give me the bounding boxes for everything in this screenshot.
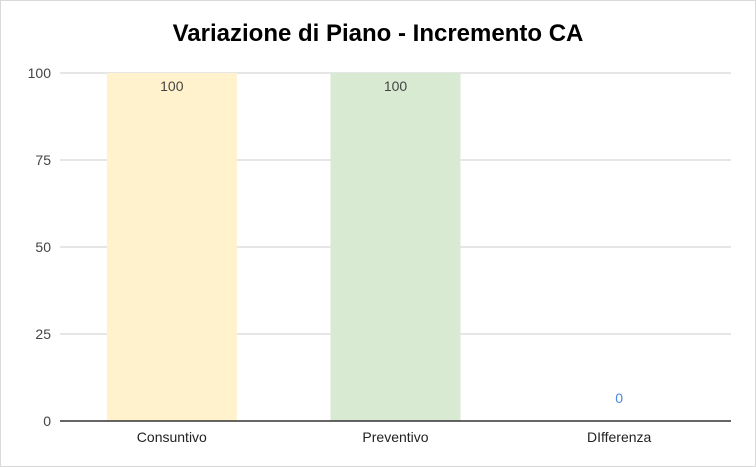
data-label: 0 (615, 390, 623, 406)
y-tick-label: 50 (35, 239, 51, 255)
chart-title: Variazione di Piano - Incremento CA (172, 20, 584, 47)
x-tick-label: Preventivo (362, 429, 428, 445)
y-axis-ticks: 0 25 50 75 100 (28, 65, 52, 429)
x-tick-label: DIfferenza (587, 429, 652, 445)
data-labels: 100 100 0 (160, 78, 623, 406)
data-label: 100 (160, 78, 184, 94)
data-label: 100 (384, 78, 408, 94)
bar (106, 73, 237, 421)
y-tick-label: 75 (35, 152, 51, 168)
y-tick-label: 25 (35, 326, 51, 342)
x-axis-ticks: Consuntivo Preventivo DIfferenza (137, 429, 652, 445)
x-tick-label: Consuntivo (137, 429, 207, 445)
bar (330, 73, 461, 421)
y-tick-label: 0 (43, 413, 51, 429)
bars (106, 73, 461, 421)
y-tick-label: 100 (28, 65, 52, 81)
